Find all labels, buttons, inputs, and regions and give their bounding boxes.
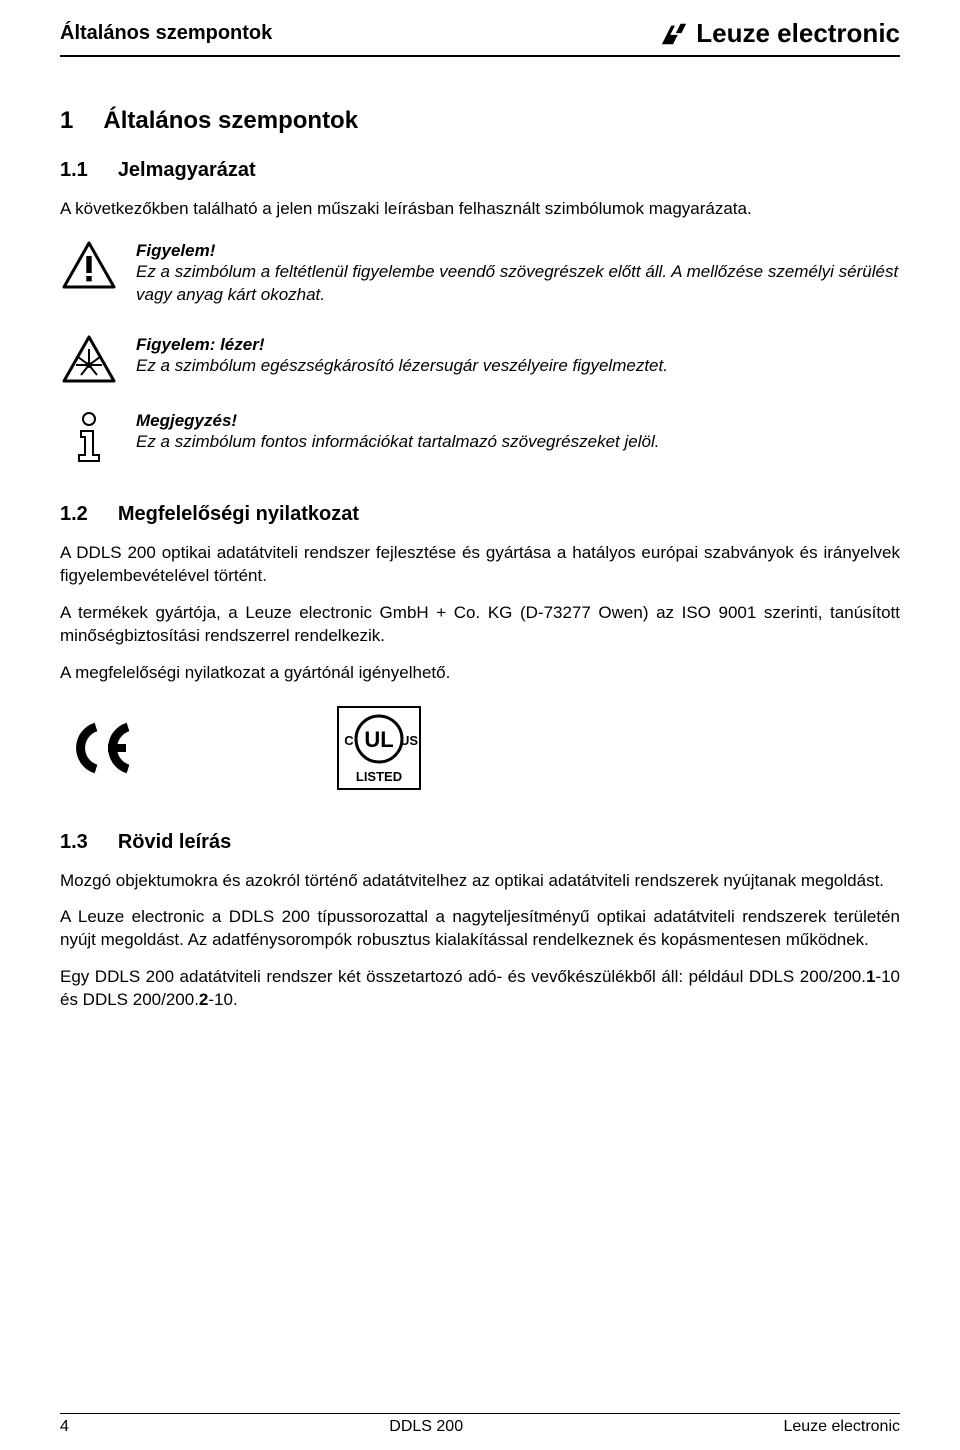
heading-1-number: 1 bbox=[60, 107, 73, 135]
svg-text:LISTED: LISTED bbox=[356, 769, 402, 784]
heading-1-2: 1.2 Megfelelőségi nyilatkozat bbox=[60, 503, 900, 526]
heading-1: 1 Általános szempontok bbox=[60, 107, 900, 135]
warning-body: Ez a szimbólum a feltétlenül figyelembe … bbox=[136, 261, 900, 307]
heading-1-1: 1.1 Jelmagyarázat bbox=[60, 159, 900, 182]
paragraph-1-1-intro: A következőkben található a jelen műszak… bbox=[60, 198, 900, 221]
page-footer: 4 DDLS 200 Leuze electronic bbox=[60, 1413, 900, 1436]
warning-block: Figyelem! Ez a szimbólum a feltétlenül f… bbox=[60, 241, 900, 307]
paragraph-1-2-a: A DDLS 200 optikai adatátviteli rendszer… bbox=[60, 542, 900, 588]
laser-body: Ez a szimbólum egészségkárosító lézersug… bbox=[136, 355, 900, 378]
svg-text:UL: UL bbox=[364, 727, 393, 752]
leuze-logo-icon bbox=[660, 21, 688, 47]
svg-text:C: C bbox=[344, 733, 354, 748]
note-block: Megjegyzés! Ez a szimbólum fontos inform… bbox=[60, 411, 900, 463]
svg-text:US: US bbox=[400, 733, 418, 748]
page-header: Általános szempontok Leuze electronic bbox=[60, 0, 900, 57]
laser-title: Figyelem: lézer! bbox=[136, 335, 900, 355]
ce-mark-icon bbox=[66, 721, 136, 775]
ul-listed-icon: UL C US LISTED bbox=[336, 705, 422, 791]
brand-block: Leuze electronic bbox=[660, 18, 900, 49]
heading-1-3-number: 1.3 bbox=[60, 831, 88, 854]
paragraph-1-3-b: A Leuze electronic a DDLS 200 típussoroz… bbox=[60, 906, 900, 952]
heading-1-1-title: Jelmagyarázat bbox=[118, 159, 256, 182]
note-body: Ez a szimbólum fontos információkat tart… bbox=[136, 431, 900, 454]
paragraph-1-2-b: A termékek gyártója, a Leuze electronic … bbox=[60, 602, 900, 648]
info-icon bbox=[69, 411, 109, 463]
heading-1-3: 1.3 Rövid leírás bbox=[60, 831, 900, 854]
footer-page-number: 4 bbox=[60, 1418, 69, 1436]
laser-block: Figyelem: lézer! Ez a szimbólum egészség… bbox=[60, 335, 900, 383]
brand-name: Leuze electronic bbox=[696, 18, 900, 49]
paragraph-1-2-c: A megfelelőségi nyilatkozat a gyártónál … bbox=[60, 662, 900, 685]
warning-triangle-icon bbox=[62, 241, 116, 289]
heading-1-1-number: 1.1 bbox=[60, 159, 88, 182]
heading-1-2-number: 1.2 bbox=[60, 503, 88, 526]
footer-right: Leuze electronic bbox=[783, 1418, 900, 1436]
warning-title: Figyelem! bbox=[136, 241, 900, 261]
certification-row: UL C US LISTED bbox=[66, 705, 900, 791]
laser-triangle-icon bbox=[62, 335, 116, 383]
heading-1-2-title: Megfelelőségi nyilatkozat bbox=[118, 503, 359, 526]
heading-1-3-title: Rövid leírás bbox=[118, 831, 231, 854]
header-section-title: Általános szempontok bbox=[60, 22, 272, 45]
footer-center: DDLS 200 bbox=[389, 1418, 463, 1436]
note-title: Megjegyzés! bbox=[136, 411, 900, 431]
page-content: 1 Általános szempontok 1.1 Jelmagyarázat… bbox=[60, 57, 900, 1012]
heading-1-title: Általános szempontok bbox=[103, 107, 358, 135]
paragraph-1-3-c: Egy DDLS 200 adatátviteli rendszer két ö… bbox=[60, 966, 900, 1012]
paragraph-1-3-a: Mozgó objektumokra és azokról történő ad… bbox=[60, 870, 900, 893]
